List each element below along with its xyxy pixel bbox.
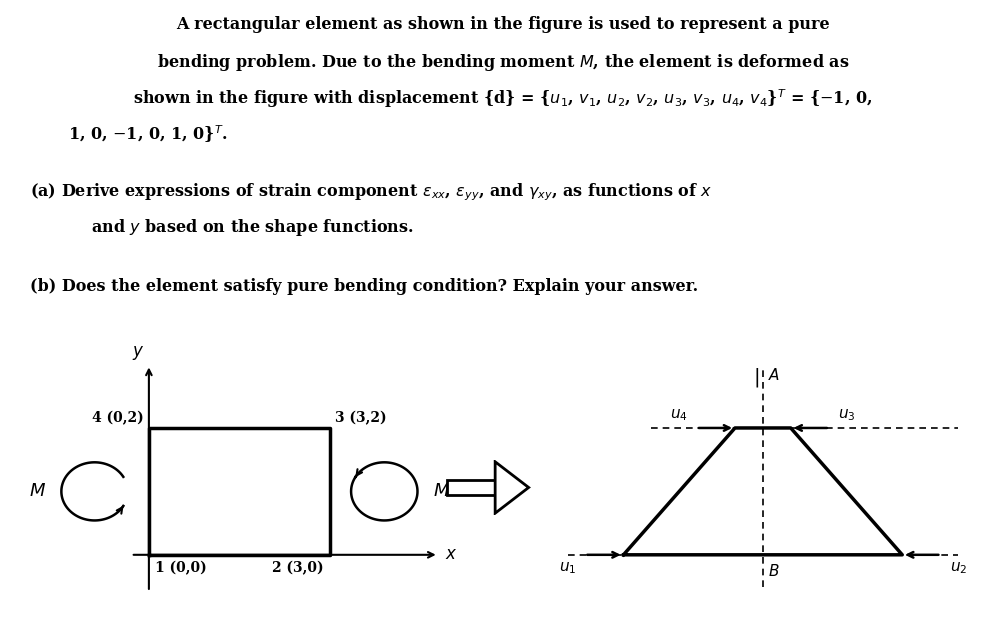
- Text: $A$: $A$: [769, 367, 781, 383]
- Text: 1 (0,0): 1 (0,0): [155, 561, 206, 575]
- Text: 1, 0, $-$1, 0, 1, 0}$^T$.: 1, 0, $-$1, 0, 1, 0}$^T$.: [68, 124, 228, 145]
- Text: 2 (3,0): 2 (3,0): [273, 561, 324, 575]
- Text: A rectangular element as shown in the figure is used to represent a pure: A rectangular element as shown in the fi…: [176, 16, 830, 32]
- Text: (a) Derive expressions of strain component $\varepsilon_{xx}$, $\varepsilon_{yy}: (a) Derive expressions of strain compone…: [30, 181, 712, 203]
- Text: $B$: $B$: [769, 563, 780, 579]
- Text: and $y$ based on the shape functions.: and $y$ based on the shape functions.: [91, 217, 413, 238]
- Text: bending problem. Due to the bending moment $\mathit{M}$, the element is deformed: bending problem. Due to the bending mome…: [157, 52, 849, 73]
- Text: shown in the figure with displacement {d} = {$u_1$, $v_1$, $u_2$, $v_2$, $u_3$, : shown in the figure with displacement {d…: [134, 88, 872, 111]
- Text: $M$: $M$: [433, 483, 450, 501]
- Text: |: |: [753, 367, 761, 387]
- Polygon shape: [495, 462, 529, 513]
- Text: $u_4$: $u_4$: [670, 407, 687, 423]
- Text: $u_2$: $u_2$: [950, 560, 967, 576]
- Text: $M$: $M$: [29, 483, 46, 501]
- Text: (b) Does the element satisfy pure bending condition? Explain your answer.: (b) Does the element satisfy pure bendin…: [30, 278, 698, 296]
- Text: 4 (0,2): 4 (0,2): [93, 411, 144, 425]
- Text: $u_3$: $u_3$: [838, 407, 856, 423]
- Text: $u_1$: $u_1$: [558, 560, 576, 576]
- Bar: [447, 479, 495, 496]
- Text: $x$: $x$: [445, 546, 457, 563]
- Text: $y$: $y$: [132, 344, 144, 362]
- Text: 3 (3,2): 3 (3,2): [335, 411, 386, 425]
